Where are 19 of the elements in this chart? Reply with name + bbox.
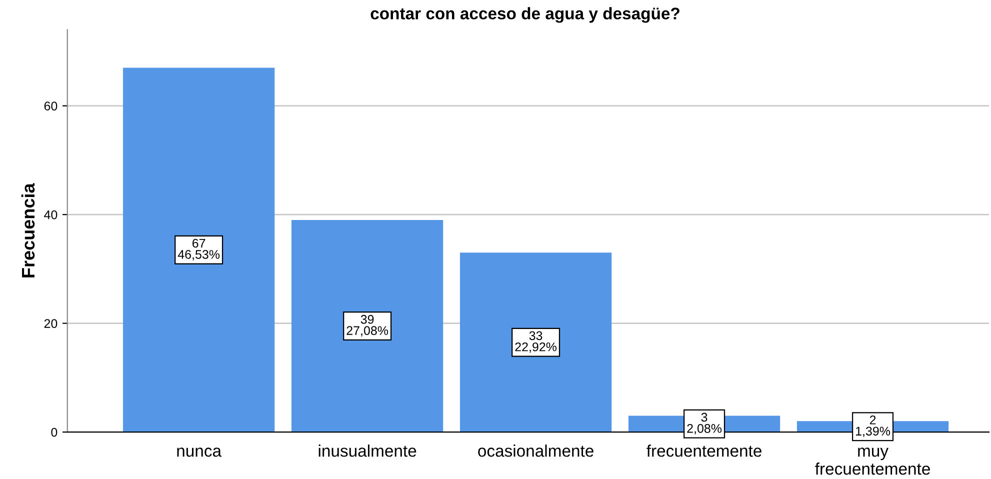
y-axis-title: Frecuencia [21, 183, 35, 278]
bar [122, 68, 275, 432]
y-tick-label: 40 [44, 210, 58, 220]
y-tick-label: 0 [51, 428, 58, 437]
bar [460, 252, 612, 432]
y-tick-label: 60 [44, 102, 58, 110]
data-label: 33 22,92% [515, 331, 557, 353]
data-label: 67 46,53% [178, 238, 220, 260]
x-tick-label: muy frecuentemente [815, 448, 930, 475]
data-label: 39 27,08% [346, 314, 388, 336]
chart-title: contar con acceso de agua y desagüe? [370, 7, 680, 23]
x-tick-label: nunca [177, 448, 222, 457]
x-tick-label: frecuentemente [646, 444, 762, 457]
data-label: 3 2,08% [687, 412, 722, 434]
x-tick-label: inusualmente [318, 444, 416, 457]
x-tick-label: ocasionalmente [478, 444, 594, 457]
y-tick-label: 20 [44, 319, 58, 328]
data-label: 2 1,39% [856, 416, 890, 438]
bar [291, 220, 444, 432]
